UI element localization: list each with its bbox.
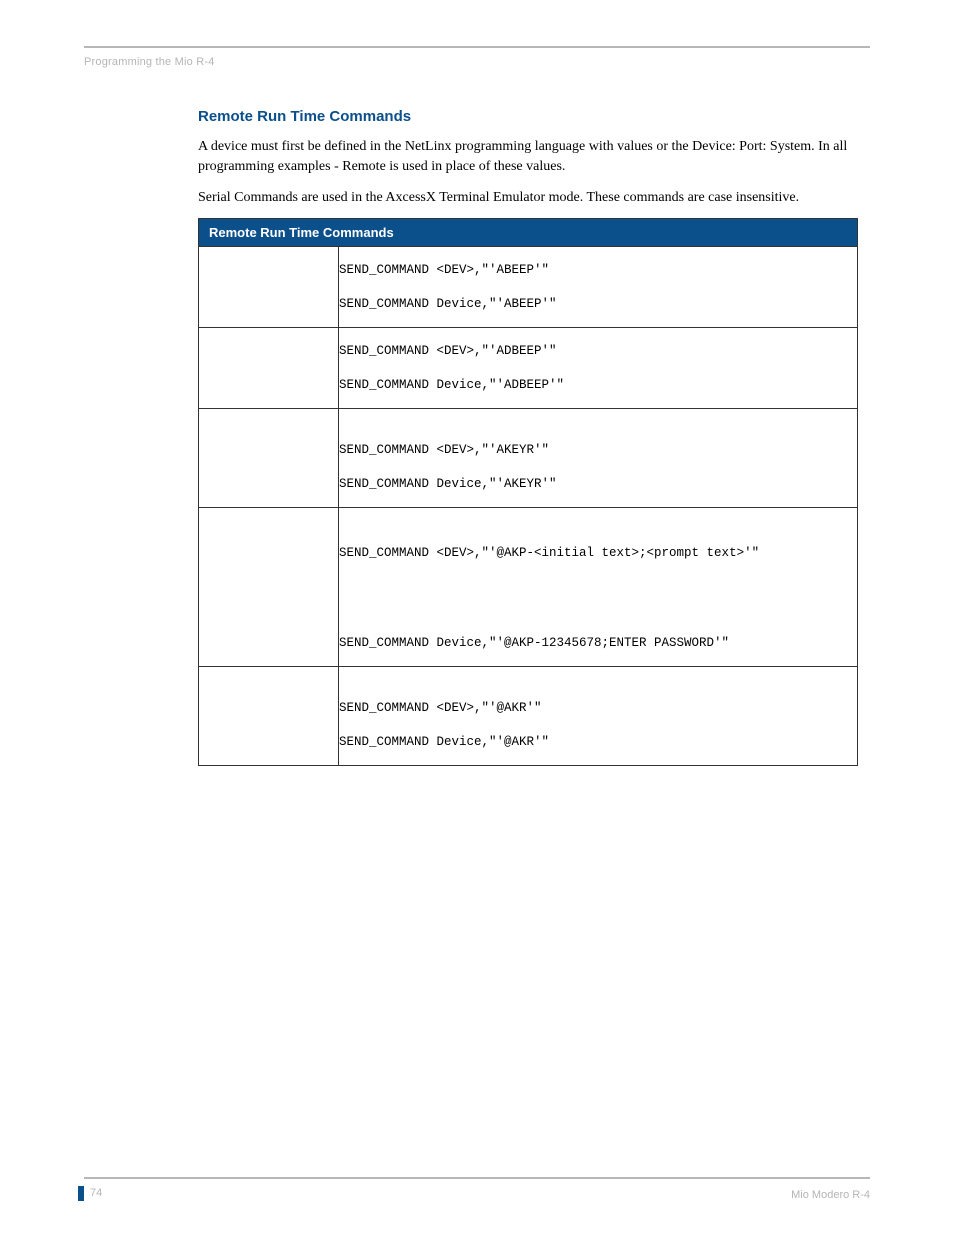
table-row: SEND_COMMAND <DEV>,"'ADBEEP'" SEND_COMMA… <box>199 327 858 408</box>
table-header: Remote Run Time Commands <box>199 218 858 246</box>
spacer <box>339 508 857 530</box>
code-line: SEND_COMMAND <DEV>,"'@AKP-<initial text>… <box>339 546 857 560</box>
row-left-cell <box>199 246 339 327</box>
footer-doc-title: Mio Modero R-4 <box>791 1189 870 1201</box>
row-right-cell: SEND_COMMAND <DEV>,"'@AKR'" SEND_COMMAND… <box>339 666 858 765</box>
footer-tab <box>78 1186 84 1201</box>
page: Programming the Mio R-4 Remote Run Time … <box>0 0 954 1235</box>
row-right-cell: SEND_COMMAND <DEV>,"'AKEYR'" SEND_COMMAN… <box>339 408 858 507</box>
code-line: SEND_COMMAND <DEV>,"'ABEEP'" <box>339 263 857 277</box>
commands-table: Remote Run Time Commands SEND_COMMAND <D… <box>198 218 858 766</box>
code-line: SEND_COMMAND Device,"'ABEEP'" <box>339 297 857 311</box>
table-row: SEND_COMMAND <DEV>,"'@AKP-<initial text>… <box>199 507 858 666</box>
footer-rule <box>84 1177 870 1179</box>
page-number: 74 <box>90 1187 102 1199</box>
intro-paragraph-1: A device must first be defined in the Ne… <box>198 137 858 178</box>
table-row: SEND_COMMAND <DEV>,"'@AKR'" SEND_COMMAND… <box>199 666 858 765</box>
section-heading: Remote Run Time Commands <box>198 108 858 125</box>
content-area: Remote Run Time Commands A device must f… <box>198 108 858 766</box>
intro-paragraph-2: Serial Commands are used in the AxcessX … <box>198 188 858 208</box>
row-left-cell <box>199 408 339 507</box>
table-row: SEND_COMMAND <DEV>,"'ABEEP'" SEND_COMMAN… <box>199 246 858 327</box>
code-line: SEND_COMMAND Device,"'@AKP-12345678;ENTE… <box>339 636 857 650</box>
code-line: SEND_COMMAND Device,"'AKEYR'" <box>339 477 857 491</box>
running-header: Programming the Mio R-4 <box>84 56 215 68</box>
code-line: SEND_COMMAND Device,"'ADBEEP'" <box>339 378 857 392</box>
spacer <box>339 667 857 685</box>
table-row: SEND_COMMAND <DEV>,"'AKEYR'" SEND_COMMAN… <box>199 408 858 507</box>
code-line: SEND_COMMAND Device,"'@AKR'" <box>339 735 857 749</box>
spacer <box>339 409 857 427</box>
code-line: SEND_COMMAND <DEV>,"'@AKR'" <box>339 701 857 715</box>
code-line: SEND_COMMAND <DEV>,"'AKEYR'" <box>339 443 857 457</box>
code-line: SEND_COMMAND <DEV>,"'ADBEEP'" <box>339 344 857 358</box>
row-right-cell: SEND_COMMAND <DEV>,"'ABEEP'" SEND_COMMAN… <box>339 246 858 327</box>
row-left-cell <box>199 666 339 765</box>
spacer <box>339 576 857 620</box>
footer-page-number: 74 <box>84 1187 114 1201</box>
row-right-cell: SEND_COMMAND <DEV>,"'ADBEEP'" SEND_COMMA… <box>339 327 858 408</box>
row-left-cell <box>199 507 339 666</box>
row-right-cell: SEND_COMMAND <DEV>,"'@AKP-<initial text>… <box>339 507 858 666</box>
header-rule <box>84 46 870 48</box>
row-left-cell <box>199 327 339 408</box>
